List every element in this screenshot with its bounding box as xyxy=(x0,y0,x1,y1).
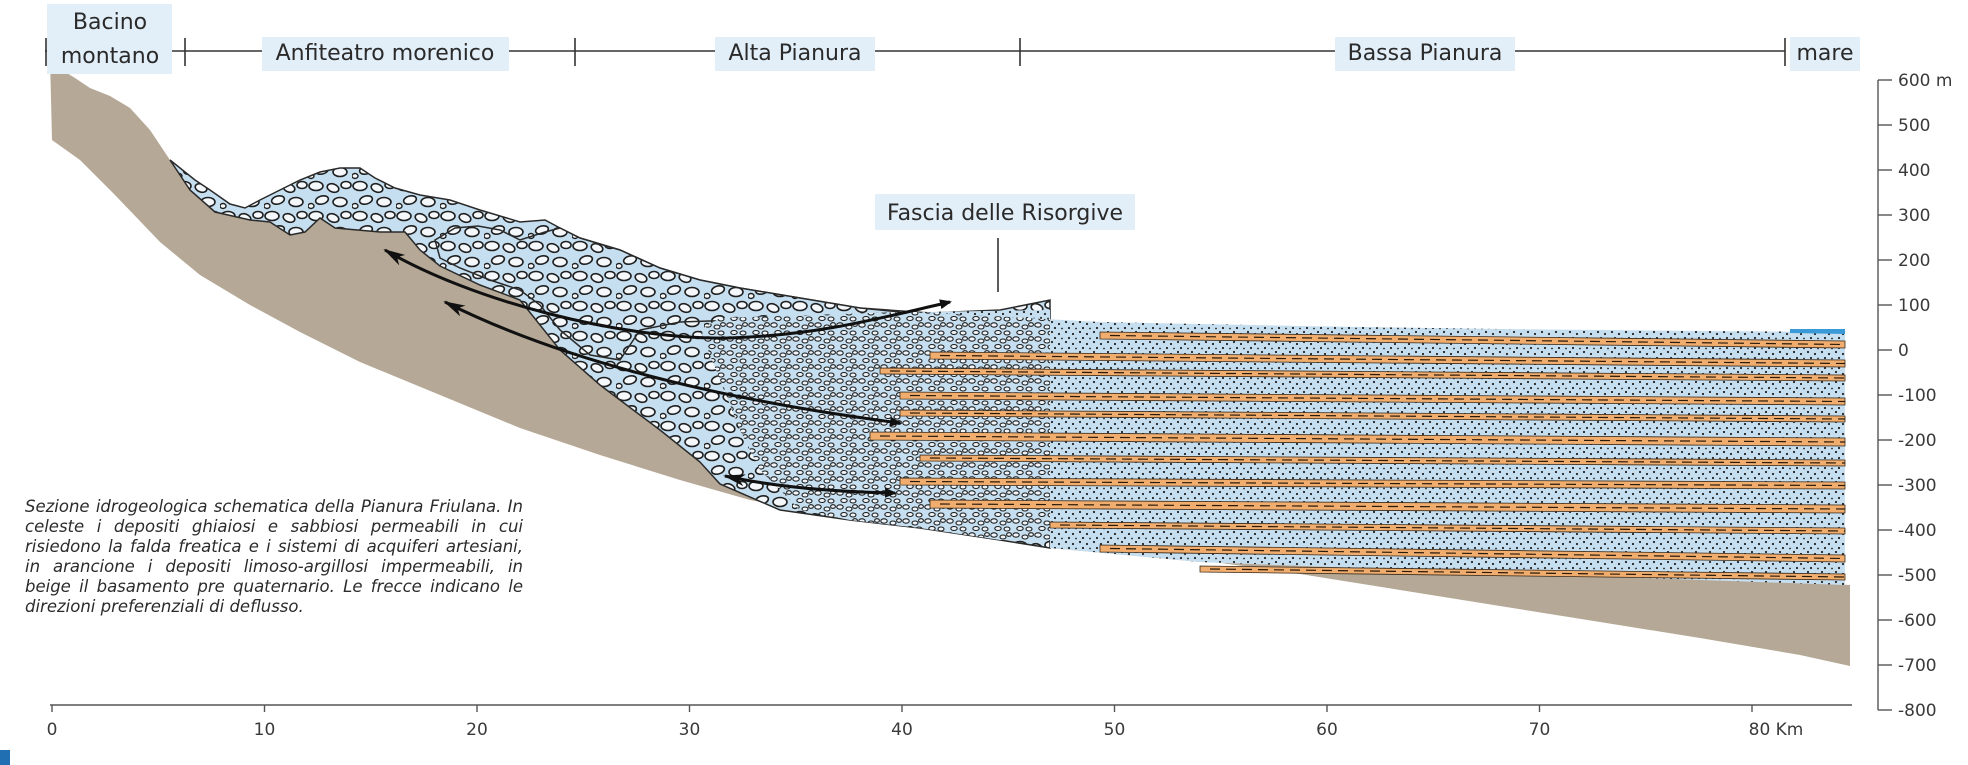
elevation-tick-label: -600 xyxy=(1898,611,1937,631)
corner-marker xyxy=(0,750,10,765)
distance-tick-label: 50 xyxy=(1104,720,1126,740)
risorgive-annotation: Fascia delle Risorgive xyxy=(875,194,1135,292)
clay-layer-dash xyxy=(909,480,1846,487)
elevation-tick-label: -200 xyxy=(1898,431,1937,451)
clay-layer xyxy=(869,431,1846,447)
distance-tick-label: 30 xyxy=(679,720,701,740)
distance-tick-label: 20 xyxy=(466,720,488,740)
elevation-tick-label: -700 xyxy=(1898,656,1937,676)
flow-arrow-artesian-upper xyxy=(443,300,902,427)
plain-surface-layer xyxy=(920,310,1845,585)
clay-layer-dash xyxy=(1109,547,1846,560)
elevation-tick-label: -500 xyxy=(1898,566,1937,586)
clay-layer-dash xyxy=(1209,568,1846,578)
elevation-tick-label: 500 xyxy=(1898,116,1930,136)
layered-aquifer-system xyxy=(869,310,1846,585)
clay-layer xyxy=(929,499,1846,514)
zone-label-bacino-line2: montano xyxy=(61,44,159,69)
zones-bar: Bacino montano Anfiteatro morenico Alta … xyxy=(45,4,1860,74)
clay-layer-dash xyxy=(909,394,1846,403)
clay-layer xyxy=(1099,544,1846,563)
elevation-tick-label: 200 xyxy=(1898,251,1930,271)
distance-tick-label: 0 xyxy=(47,720,58,740)
elevation-axis: 600 m 500 400 300 200 100 0 -100 -200 -300 -400 -50… xyxy=(1877,71,1952,721)
clay-layer-dash xyxy=(939,354,1846,365)
zone-label-bg-alta xyxy=(715,37,875,71)
clay-layer-dash xyxy=(909,412,1846,420)
elevation-tick-label: -300 xyxy=(1898,476,1937,496)
elevation-tick-label: 300 xyxy=(1898,206,1930,226)
clay-layer-dash xyxy=(1109,334,1846,346)
distance-tick-label: 80 Km xyxy=(1749,720,1804,740)
elevation-tick-label: 0 xyxy=(1898,341,1909,361)
zone-label-mare: mare xyxy=(1796,41,1853,66)
clay-layers xyxy=(869,331,1846,581)
zone-label-bassa: Bassa Pianura xyxy=(1348,41,1503,66)
distance-axis: 0 10 20 30 40 50 60 70 80 Km xyxy=(47,704,1852,740)
zone-label-alta: Alta Pianura xyxy=(728,41,861,66)
figure-caption: Sezione idrogeologica schematica della P… xyxy=(25,497,523,616)
clay-layer xyxy=(929,351,1846,368)
elevation-tick-label: 400 xyxy=(1898,161,1930,181)
distance-tick-label: 40 xyxy=(891,720,913,740)
zone-label-bacino-line1: Bacino xyxy=(73,10,147,35)
basement-rock xyxy=(50,58,1850,666)
elevation-tick-label: 600 m xyxy=(1898,71,1952,91)
elevation-tick-label: 100 xyxy=(1898,296,1930,316)
flow-arrow-artesian-lower xyxy=(723,474,897,498)
clay-layer-dash xyxy=(1059,524,1846,532)
distance-tick-label: 70 xyxy=(1529,720,1551,740)
flow-arrows xyxy=(383,248,952,498)
risorgive-label: Fascia delle Risorgive xyxy=(887,201,1123,226)
sea-water xyxy=(1790,329,1845,334)
zone-label-bg-bacino xyxy=(47,4,172,74)
elevation-tick-label: -400 xyxy=(1898,521,1937,541)
clay-layer xyxy=(899,477,1846,490)
distance-tick-label: 10 xyxy=(254,720,276,740)
clay-layer xyxy=(1099,331,1846,349)
zone-label-bg-anfiteatro xyxy=(262,37,509,71)
zone-label-anfiteatro: Anfiteatro morenico xyxy=(276,41,495,66)
risorgive-label-bg xyxy=(875,194,1135,230)
clay-layer-dash xyxy=(879,435,1846,443)
zone-label-bg-mare xyxy=(1790,37,1860,71)
zone-label-bg-bassa xyxy=(1335,37,1515,71)
distance-tick-label: 60 xyxy=(1316,720,1338,740)
clay-layer-dash xyxy=(929,457,1846,464)
clay-layer-dash xyxy=(939,503,1846,510)
elevation-tick-label: -100 xyxy=(1898,386,1937,406)
elevation-tick-label: -800 xyxy=(1898,701,1937,721)
